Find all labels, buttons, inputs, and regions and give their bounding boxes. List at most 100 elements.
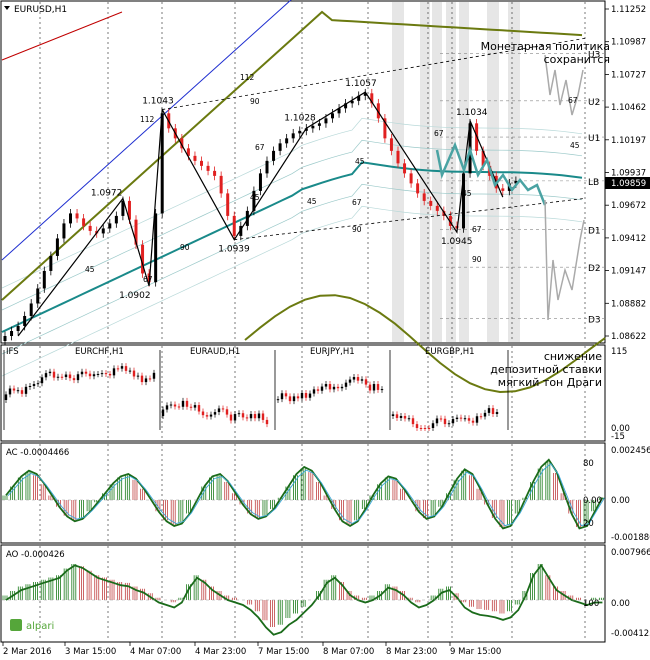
price-label-1.1057: 1.1057: [345, 79, 377, 89]
ifs-candle: [40, 377, 44, 384]
candle-body: [514, 180, 518, 184]
ifs-candle: [249, 414, 253, 419]
ifs-candle: [459, 417, 463, 419]
ac-ytick-left: 80: [583, 459, 594, 469]
ao-ytick-right: 0.007966: [611, 548, 650, 558]
ac-ytick-left: 20: [583, 519, 594, 529]
candle-body: [114, 215, 118, 224]
ifs-candle: [304, 393, 308, 398]
candle-body: [272, 150, 276, 161]
xtick-label: 2 Mar 2016: [3, 647, 51, 657]
ifs-candle: [104, 373, 108, 375]
ifs-candle: [48, 371, 52, 374]
ytick-label: 1.10987: [611, 38, 646, 48]
ifs-candle: [296, 396, 300, 399]
candle-body: [331, 113, 334, 119]
xtick-label: 9 Mar 15:00: [450, 647, 501, 657]
ifs-candle: [467, 418, 471, 421]
candle-body: [252, 190, 256, 211]
regression-channel-1: [1, 117, 583, 289]
ifs-candle: [116, 368, 120, 370]
ao-indicator: [2, 563, 605, 636]
ifs-candle: [144, 378, 148, 383]
ratio-label: 45: [307, 197, 317, 206]
ifs-candle: [344, 382, 348, 387]
ytick-label: 1.09937: [611, 169, 646, 179]
candle-body: [304, 128, 308, 131]
ifs-candle: [399, 416, 403, 418]
ifs-candle: [185, 400, 189, 407]
ifs-candle: [276, 399, 280, 401]
ratio-label: 67: [352, 198, 362, 207]
candle-body: [265, 160, 269, 174]
ratio-label: 45: [570, 141, 580, 150]
ytick-label: 1.08882: [611, 299, 646, 309]
ratio-label: 67: [568, 96, 578, 105]
ifs-candle: [241, 413, 245, 418]
candle-body: [501, 188, 505, 191]
ytick-label: 1.10462: [611, 103, 646, 113]
forecast-lines: [435, 54, 585, 321]
candle-body: [311, 125, 315, 129]
candle-body: [357, 95, 361, 101]
ao-ytick-left: 100: [583, 599, 599, 609]
ifs-subchart-title: EURCHF,H1: [75, 347, 124, 357]
candle-body: [127, 200, 131, 220]
candle-body: [29, 303, 33, 316]
pivot-label-U3: U3: [588, 50, 600, 60]
ac-indicator: [2, 458, 605, 530]
ifs-candle: [24, 386, 28, 394]
candle-body: [409, 173, 413, 184]
shade-band-1: [420, 2, 430, 342]
ifs-candle: [427, 428, 431, 429]
ratio-label: 90: [472, 255, 482, 264]
ifs-candle: [4, 394, 8, 400]
ytick-label: 1.09147: [611, 267, 646, 277]
ifs-candle: [368, 384, 372, 391]
xtick-label: 4 Mar 07:00: [130, 647, 181, 657]
candle-body: [429, 200, 433, 206]
ratio-label: 90: [352, 225, 362, 234]
annotation-line: Монетарная политика: [481, 40, 610, 53]
ifs-candle: [407, 418, 411, 420]
candle-body: [141, 244, 145, 274]
ifs-candle: [391, 414, 395, 416]
candle-body: [23, 315, 27, 326]
ifs-candle: [265, 419, 269, 425]
forecast-grey-up: [544, 54, 584, 116]
ac-line: [5, 458, 604, 530]
candle-body: [278, 143, 282, 151]
ifs-candle: [213, 412, 217, 415]
ifs-candle: [411, 418, 415, 425]
ifs-candle: [108, 373, 112, 376]
ifs-candle: [165, 405, 169, 410]
candle-body: [186, 148, 190, 156]
ifs-candle: [451, 419, 455, 424]
candle-body: [226, 193, 230, 216]
ratio-label: 90: [250, 97, 260, 106]
candle-body: [206, 165, 210, 171]
ifs-candle: [80, 371, 84, 375]
zigzag-lines: [17, 37, 586, 337]
ifs-subchart-title: EURJPY,H1: [310, 347, 355, 357]
ifs-candle: [380, 389, 384, 391]
ifs-candle: [328, 384, 332, 390]
candle-body: [134, 219, 138, 245]
shade-band-2: [432, 2, 442, 342]
ifs-candle: [124, 366, 128, 371]
ifs-candle: [364, 379, 368, 385]
collapse-triangle-icon[interactable]: [4, 6, 10, 10]
ifs-candle: [257, 413, 261, 419]
price-label-1.1028: 1.1028: [284, 113, 316, 123]
ifs-candle: [60, 376, 64, 378]
candle-body: [232, 215, 236, 236]
ratio-label: 67: [472, 225, 482, 234]
ifs-candle: [336, 386, 340, 389]
ratio-label: 112: [140, 115, 155, 124]
candle-body: [376, 103, 380, 119]
ifs-candle: [16, 390, 20, 392]
candle-body: [42, 270, 46, 289]
outer-band-top: [1, 10, 583, 301]
ratio-label: 112: [240, 73, 255, 82]
outer-band-bottom: [244, 294, 606, 394]
